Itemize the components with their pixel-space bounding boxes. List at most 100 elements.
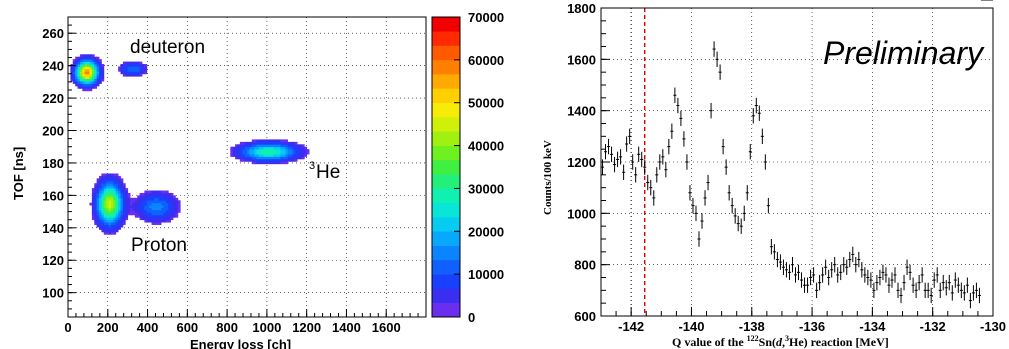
heatmap-cell (256, 151, 260, 155)
heatmap-cell (137, 209, 140, 213)
spectrum-data-point (866, 269, 870, 286)
heatmap-cell (289, 151, 293, 155)
heatmap-cell (120, 200, 124, 204)
heatmap-cell (70, 71, 74, 75)
heatmap-cell (266, 149, 269, 152)
heatmap-cell (251, 146, 255, 150)
heatmap-cell (242, 154, 246, 157)
heatmap-cell (118, 207, 121, 211)
heatmap-cell (168, 202, 172, 206)
heatmap-cell (94, 83, 98, 87)
heatmap-cell (127, 212, 131, 216)
spectrum-data-point (950, 285, 954, 301)
heatmap-cell (292, 151, 296, 155)
heatmap-cell (161, 200, 164, 204)
heatmap-cell (173, 195, 176, 199)
heatmap-cell (118, 185, 121, 189)
heatmap-cell (163, 200, 167, 204)
heatmap-cell (101, 173, 105, 177)
heatmap-cell (89, 68, 93, 72)
heatmap-cell (273, 161, 277, 165)
heatmap-cell (144, 205, 148, 208)
spectrum-data-point (757, 105, 761, 121)
heatmap-cell (177, 205, 181, 208)
heatmap-cell (120, 178, 124, 182)
heatmap-cell (106, 178, 109, 182)
heatmap-cell (285, 149, 288, 152)
heatmap-cell (153, 214, 157, 218)
heatmap-cell (125, 68, 129, 72)
spectrum-data-point (953, 272, 957, 288)
heatmap-cell (118, 224, 121, 228)
heatmap-cell (249, 158, 253, 162)
heatmap-cell (151, 219, 155, 223)
heatmap-cell (232, 146, 236, 150)
heatmap-cell (139, 217, 143, 221)
heatmap-cell (278, 154, 281, 157)
heatmap-cell (127, 68, 131, 72)
heatmap-cell (96, 200, 100, 204)
heatmap-cell (94, 188, 98, 191)
heatmap-cell (127, 73, 131, 77)
heatmap-cell (263, 146, 267, 150)
heatmap-cell (144, 212, 148, 216)
heatmap-cell (151, 214, 155, 218)
heatmap-cell (280, 154, 284, 157)
heatmap-cell (146, 219, 150, 223)
heatmap-cell (99, 227, 102, 230)
heatmap-cell (165, 207, 169, 211)
heatmap-cell (132, 71, 136, 75)
heatmap-cell (292, 149, 296, 152)
heatmap-cell (89, 66, 93, 70)
heatmap-x-tick-label: 1400 (332, 320, 361, 335)
heatmap-cell (139, 207, 143, 211)
colorbar-tick-label: 0 (468, 310, 475, 325)
heatmap-cell (127, 195, 131, 199)
heatmap-cell (113, 183, 117, 187)
spectrum-data-point (673, 87, 677, 103)
heatmap-cell (110, 229, 114, 233)
heatmap-cell (118, 195, 121, 199)
spectrum-data-point (911, 277, 915, 293)
heatmap-cell (258, 141, 262, 145)
heatmap-y-tick-label: 180 (42, 156, 64, 171)
heatmap-cell (244, 144, 248, 148)
colorbar-tick-label: 70000 (468, 10, 504, 25)
heatmap-cell (232, 151, 236, 155)
heatmap-cell (118, 222, 121, 225)
heatmap-cell (134, 71, 138, 75)
heatmap-cell (275, 151, 279, 155)
heatmap-cell (103, 173, 107, 177)
heatmap-cell (275, 139, 279, 143)
heatmap-cell (130, 66, 133, 70)
heatmap-cell (244, 151, 248, 155)
heatmap-cell (134, 200, 138, 204)
heatmap-cell (278, 156, 281, 160)
heatmap-cell (256, 141, 260, 145)
heatmap-cell (256, 161, 260, 165)
heatmap-cell (268, 146, 272, 150)
heatmap-cell (70, 68, 74, 72)
heatmap-cell (96, 64, 100, 67)
spectrum-data-point (923, 282, 927, 299)
heatmap-cell (110, 197, 114, 201)
heatmap-cell (146, 200, 150, 204)
heatmap-cell (106, 197, 109, 201)
heatmap-cell (113, 217, 117, 221)
heatmap-cell (125, 205, 129, 208)
heatmap-cell (127, 64, 131, 67)
spectrum-y-tick-label: 1800 (567, 1, 596, 16)
heatmap-cell (120, 66, 124, 70)
heatmap-cell (99, 71, 102, 75)
heatmap-cell (161, 219, 164, 223)
heatmap-cell (103, 192, 107, 196)
heatmap-cell (110, 212, 114, 216)
heatmap-cell (91, 59, 95, 62)
heatmap-cell (165, 217, 169, 221)
heatmap-cell (153, 190, 157, 194)
heatmap-cell (256, 156, 260, 160)
heatmap-cell (72, 76, 76, 80)
heatmap-cell (278, 158, 281, 162)
heatmap-cell (173, 209, 176, 213)
heatmap-cell (101, 212, 105, 216)
